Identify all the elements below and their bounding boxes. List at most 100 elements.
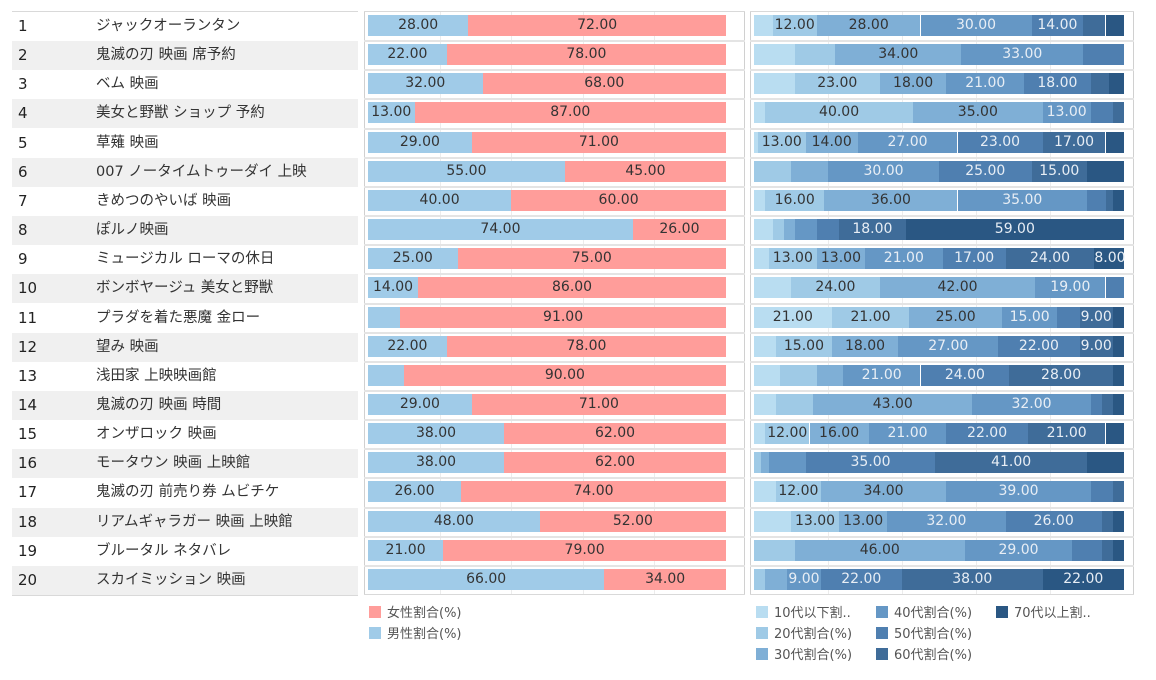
data-label: 22.00: [1063, 570, 1104, 587]
bar-segment: [754, 219, 773, 241]
bar-segment: [754, 160, 791, 182]
data-label: 9.00: [1080, 337, 1112, 354]
rank-number: 12: [18, 337, 38, 356]
bar-segment: [1112, 510, 1124, 532]
table-row: 5 草薙 映画: [12, 129, 358, 158]
legend-item[interactable]: 30代割合(%): [756, 646, 852, 666]
data-label: 29.00: [998, 541, 1039, 558]
bar-segment: [1105, 15, 1124, 36]
data-label: 75.00: [571, 250, 612, 267]
bar-segment: [765, 189, 825, 211]
bar-segment: [761, 452, 769, 474]
gender-ratio-chart: 28.00 72.00 22.00 78.00 32.00 68.00 13.00 87.00…: [364, 11, 745, 596]
bar-segment: [443, 539, 726, 561]
bar-segment: [1105, 277, 1124, 299]
data-label: 78.00: [566, 337, 607, 354]
data-label: 21.00: [861, 366, 902, 383]
legend-item[interactable]: 50代割合(%): [876, 625, 972, 645]
legend-item[interactable]: 女性割合(%): [369, 604, 462, 624]
legend-item[interactable]: 70代以上割..: [996, 604, 1091, 624]
row-divider: [364, 98, 745, 101]
row-divider: [364, 11, 745, 12]
bar-segment: [794, 219, 817, 241]
search-keyword: 浅田家 上映映画館: [96, 367, 217, 384]
row-divider: [364, 389, 745, 392]
data-label: 39.00: [998, 483, 1039, 500]
bar-segment: [791, 160, 828, 182]
rank-number: 15: [18, 425, 38, 444]
legend-swatch: [369, 627, 381, 639]
bar-segment: [446, 335, 726, 357]
data-label: 22.00: [967, 425, 1008, 442]
legend-swatch: [876, 606, 888, 618]
rank-number: 4: [18, 104, 28, 123]
data-label: 59.00: [994, 221, 1035, 238]
bar-segment: [400, 306, 726, 328]
row-divider: [750, 389, 1134, 392]
data-label: 21.00: [1046, 425, 1087, 442]
data-label: 68.00: [584, 75, 625, 92]
legend-swatch: [996, 606, 1008, 618]
bar-segment: [805, 452, 936, 474]
bar-segment: [754, 306, 832, 328]
bar-segment: [831, 335, 899, 357]
row-divider: [364, 40, 745, 43]
bar-segment: [368, 423, 505, 445]
bar-segment: [794, 44, 836, 66]
bar-segment: [768, 452, 806, 474]
table-row: 12 望み 映画: [12, 332, 358, 362]
bar-segment: [754, 364, 780, 386]
row-divider: [750, 156, 1134, 159]
bar-segment: [1042, 131, 1106, 153]
rank-number: 6: [18, 162, 28, 181]
row-divider: [364, 127, 745, 130]
bar-segment: [909, 306, 1002, 328]
row-divider: [364, 185, 745, 188]
data-label: 13.00: [820, 250, 861, 267]
row-divider: [364, 69, 745, 72]
bar-segment: [887, 510, 1006, 532]
legend-swatch: [756, 648, 768, 660]
data-label: 17.00: [1053, 133, 1095, 150]
table-row: 14 鬼滅の刃 映画 時間: [12, 390, 358, 420]
rank-number: 5: [18, 133, 28, 152]
data-label: 62.00: [594, 425, 636, 442]
legend-item[interactable]: 60代割合(%): [876, 646, 972, 666]
data-label: 21.00: [965, 75, 1006, 92]
bar-segment: [1090, 481, 1113, 503]
row-divider: [750, 302, 1134, 305]
bar-segment: [1105, 423, 1124, 445]
table-row: 6 007 ノータイムトゥーダイ 上映: [12, 157, 358, 187]
data-label: 9.00: [788, 570, 820, 587]
bar-segment: [772, 15, 817, 36]
search-keyword: スカイミッション 映画: [96, 571, 246, 588]
row-divider: [750, 215, 1134, 218]
bar-segment: [805, 131, 858, 153]
bar-segment: [961, 44, 1084, 66]
bar-segment: [1090, 73, 1110, 95]
search-keyword: ぽルノ映画: [96, 222, 169, 239]
search-keyword: 鬼滅の刃 映画 席予約: [96, 47, 236, 64]
bar-segment: [813, 393, 973, 415]
bar-segment: [839, 219, 906, 241]
bar-segment: [468, 15, 726, 36]
rank-number: 1: [18, 17, 28, 35]
search-keyword: プラダを着た悪魔 金ロー: [96, 309, 261, 326]
legend-item[interactable]: 男性割合(%): [369, 625, 462, 645]
legend-item[interactable]: 20代割合(%): [756, 625, 852, 645]
row-divider: [364, 244, 745, 247]
legend-swatch: [756, 606, 768, 618]
data-label: 62.00: [594, 454, 636, 471]
data-label: 38.00: [415, 425, 457, 442]
age-ratio-chart: 12.00 28.00 30.00 14.00 34.00 33.00 23.00 18.00…: [750, 11, 1134, 596]
data-label: 29.00: [399, 133, 440, 150]
rank-number: 3: [18, 75, 28, 94]
legend-item[interactable]: 10代以下割..: [756, 604, 851, 624]
data-label: 27.00: [887, 133, 928, 150]
data-label: 12.00: [778, 483, 819, 500]
bar-segment: [946, 481, 1091, 503]
data-label: 91.00: [543, 308, 584, 325]
search-keyword: ブルータル ネタバレ: [96, 542, 232, 559]
legend-item[interactable]: 40代割合(%): [876, 604, 972, 624]
rank-number: 20: [18, 570, 38, 589]
